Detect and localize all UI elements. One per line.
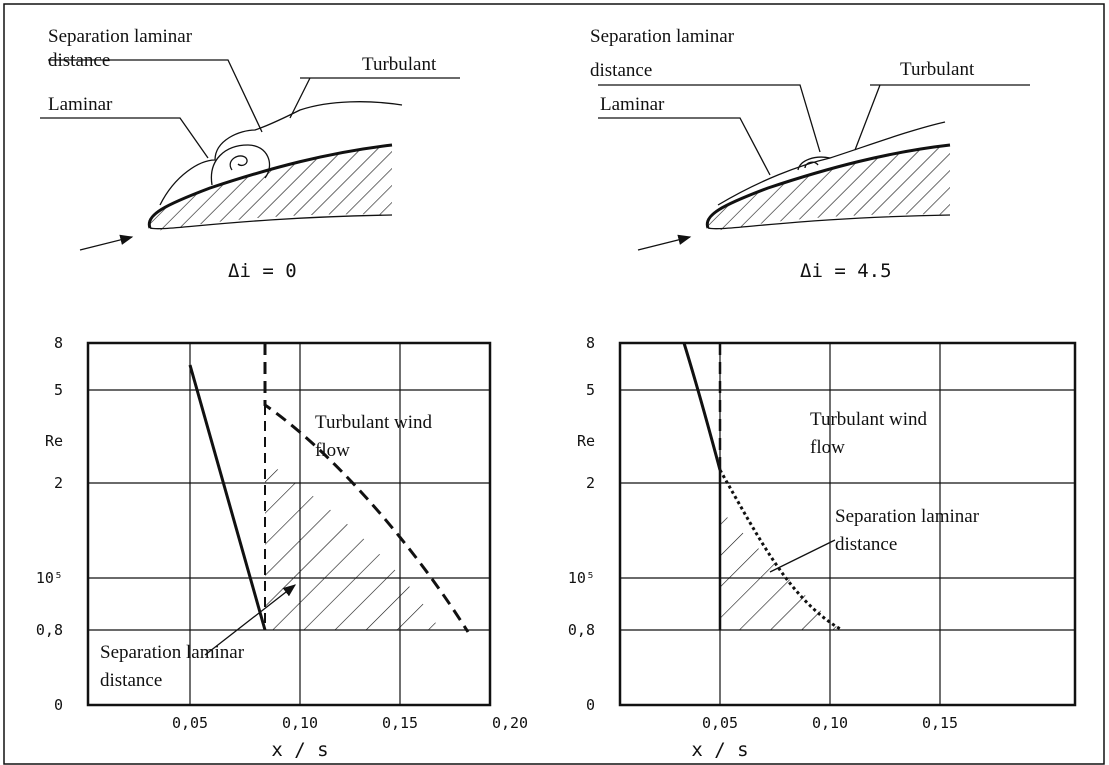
y-tick-label: 5	[54, 381, 63, 399]
y-tick-label: 0	[586, 696, 595, 714]
x-tick-label: 0,15	[382, 714, 418, 732]
airfoil-sketch-right	[598, 84, 1030, 251]
incidence: Δi = 4.5	[800, 260, 892, 282]
incidence: Δi = 0	[228, 260, 297, 282]
y-tick-label: 8	[54, 334, 63, 352]
separation-label: Separation laminar	[48, 26, 193, 47]
chart-left	[86, 341, 492, 707]
y-tick-label: 8	[586, 334, 595, 352]
x-tick-label: 0,05	[702, 714, 738, 732]
separation-label: distance	[48, 50, 110, 71]
x-tick-label: 0,10	[282, 714, 318, 732]
y-tick-label: 0,8	[568, 621, 595, 639]
separation-label: distance	[100, 670, 162, 691]
x-axis-label: x / s	[691, 739, 748, 761]
turbulent-label: Turbulant	[362, 54, 437, 75]
x-axis-label: x / s	[271, 739, 328, 761]
x-tick-label: 0,10	[812, 714, 848, 732]
y-axis-label: Re	[577, 432, 595, 450]
turbulent-label: flow	[810, 437, 845, 458]
y-tick-label: 0	[54, 696, 63, 714]
x-tick-label: 0,20	[492, 714, 528, 732]
separation-label: Separation laminar	[590, 26, 735, 47]
turbulent-label: Turbulant wind	[315, 412, 433, 433]
separation-label: Separation laminar	[835, 506, 980, 527]
y-tick-label: 10⁵	[568, 569, 595, 587]
x-tick-label: 0,05	[172, 714, 208, 732]
turbulent-label: Turbulant	[900, 59, 975, 80]
y-tick-label: 2	[586, 474, 595, 492]
border	[3, 3, 1105, 765]
laminar-label: Laminar	[48, 94, 113, 115]
y-tick-label: 2	[54, 474, 63, 492]
airfoil-sketch-left	[40, 59, 460, 251]
y-tick-label: 0,8	[36, 621, 63, 639]
laminar-label: Laminar	[600, 94, 665, 115]
chart-right	[618, 341, 1077, 707]
turbulent-label: flow	[315, 440, 350, 461]
turbulent-label: Turbulant wind	[810, 409, 928, 430]
y-tick-label: 10⁵	[36, 569, 63, 587]
separation-label: distance	[590, 60, 652, 81]
y-axis-label: Re	[45, 432, 63, 450]
x-tick-label: 0,15	[922, 714, 958, 732]
y-tick-label: 5	[586, 381, 595, 399]
separation-label: distance	[835, 534, 897, 555]
separation-label: Separation laminar	[100, 642, 245, 663]
